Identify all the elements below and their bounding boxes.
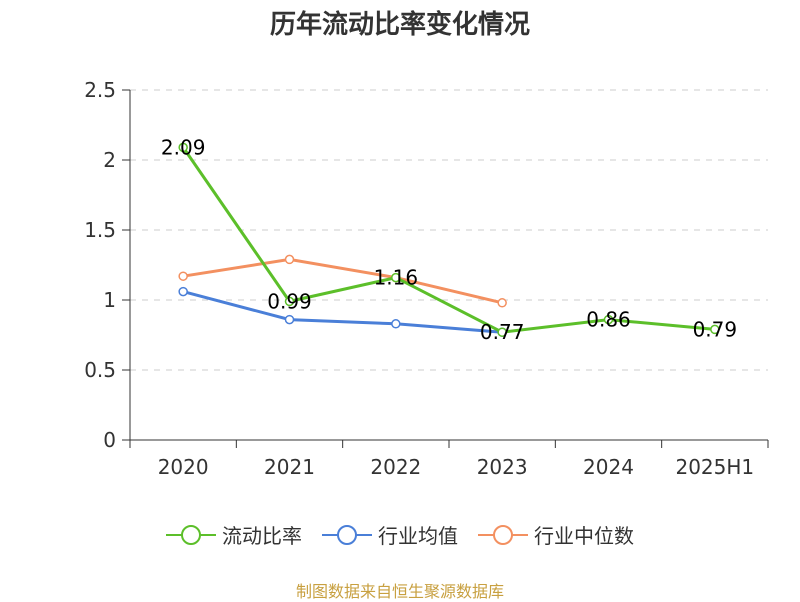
- legend-item-industry-mean[interactable]: 行业均值: [322, 520, 458, 549]
- axes: 0 0.5 1 1.5 2 2.5 2020 2021 2022 2023 2024 2025H1: [84, 78, 769, 479]
- data-point: [603, 314, 614, 325]
- x-tick-label: 2020: [158, 455, 209, 479]
- x-tick-label: 2025H1: [675, 455, 754, 479]
- series-lines: [178, 142, 720, 337]
- legend-marker-icon: [322, 524, 372, 545]
- x-tick-label: 2024: [583, 455, 634, 479]
- y-tick-label: 2.5: [84, 78, 116, 102]
- data-point: [710, 324, 720, 335]
- data-label: 1.16: [374, 266, 419, 290]
- data-label: 0.79: [693, 317, 738, 341]
- x-tick-label: 2022: [370, 455, 421, 479]
- data-point: [284, 314, 295, 325]
- x-tick-label: 2021: [264, 455, 315, 479]
- legend-label: 行业均值: [378, 524, 458, 548]
- data-point: [284, 296, 295, 307]
- chart-title: 历年流动比率变化情况: [269, 10, 530, 40]
- source-note: 制图数据来自恒生聚源数据库: [295, 582, 504, 601]
- data-point: [391, 319, 401, 329]
- y-tick-label: 0.5: [84, 358, 116, 382]
- y-tick-label: 1: [103, 288, 116, 312]
- legend-marker-icon: [166, 524, 216, 545]
- legend-item-current-ratio[interactable]: 流动比率: [166, 520, 302, 549]
- data-point: [178, 286, 188, 297]
- data-point: [178, 271, 188, 281]
- data-label: 0.77: [480, 320, 525, 344]
- legend-label: 行业中位数: [534, 524, 634, 548]
- data-point: [178, 142, 188, 153]
- legend-item-industry-median[interactable]: 行业中位数: [478, 520, 634, 549]
- series-line-1: [182, 290, 503, 334]
- y-tick-label: 2: [103, 148, 116, 172]
- y-tick-label: 1.5: [84, 218, 116, 242]
- data-label: 0.86: [586, 308, 631, 332]
- legend-marker-icon: [478, 524, 528, 545]
- legend-label: 流动比率: [222, 524, 302, 548]
- data-point: [391, 272, 401, 283]
- data-labels: 2.09 0.99 1.16 0.77 0.86 0.79: [161, 135, 737, 344]
- data-point: [284, 254, 295, 265]
- data-point: [497, 298, 507, 308]
- series-line-0: [181, 146, 715, 334]
- series-line-2: [182, 257, 503, 305]
- x-tick-label: 2023: [477, 455, 528, 479]
- data-label: 2.09: [161, 135, 206, 159]
- data-label: 0.99: [267, 289, 312, 313]
- data-point: [497, 327, 507, 337]
- y-tick-label: 0: [103, 428, 116, 452]
- legend: 流动比率 行业均值 行业中位数: [0, 520, 800, 549]
- grid-lines: [130, 89, 768, 371]
